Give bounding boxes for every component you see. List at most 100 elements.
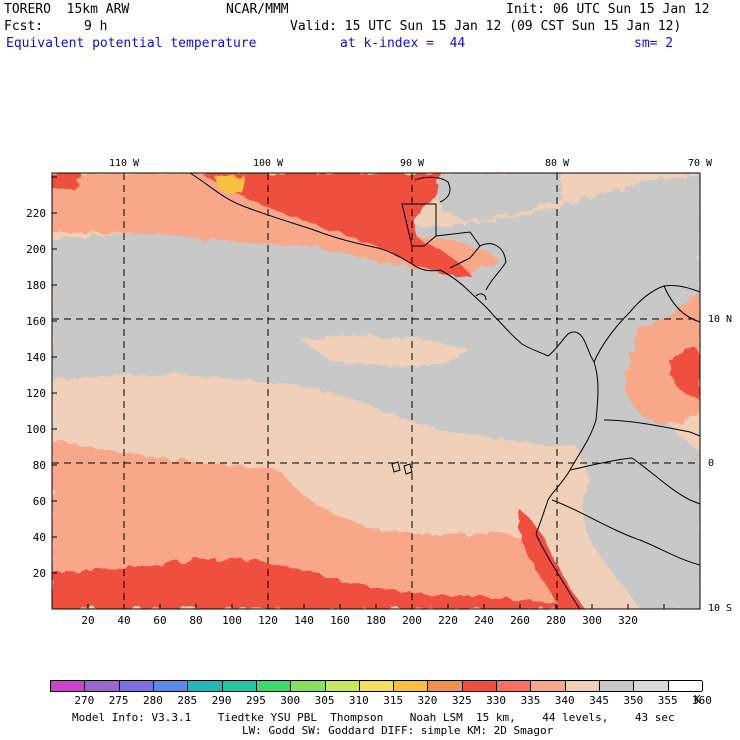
center-name: NCAR/MMM xyxy=(226,2,289,17)
colorbar-label: 285 xyxy=(177,694,198,707)
y-tick-label: 160 xyxy=(26,315,46,328)
x-tick-label: 180 xyxy=(366,614,386,627)
field-region-350 xyxy=(52,296,500,345)
physics-info: LW: Godd SW: Goddard DIFF: simple KM: 2D… xyxy=(242,724,554,737)
field-region-330b xyxy=(518,510,585,609)
axis-ticks xyxy=(52,176,665,609)
x-tick-label: 60 xyxy=(153,614,166,627)
x-tick-label: 200 xyxy=(402,614,422,627)
colorbar-label: 350 xyxy=(623,694,644,707)
x-axis-labels: 20 40 60 80 100 120 140 160 180 200 220 … xyxy=(81,614,638,627)
colorbar-swatch xyxy=(428,681,463,691)
x-tick-label: 300 xyxy=(582,614,602,627)
x-tick-label: 80 xyxy=(189,614,202,627)
lon-label: 70 W xyxy=(688,158,713,169)
lat-label: 10 N xyxy=(708,314,732,325)
lon-label: 110 W xyxy=(109,158,140,169)
y-tick-label: 180 xyxy=(26,279,46,292)
colorbar-swatch xyxy=(153,681,189,691)
colorbar-swatch xyxy=(600,681,635,691)
y-tick-label: 60 xyxy=(33,495,46,508)
colorbar-swatch xyxy=(85,681,120,691)
y-tick-label: 40 xyxy=(33,531,46,544)
lon-label: 80 W xyxy=(545,158,570,169)
x-tick-label: 20 xyxy=(81,614,94,627)
colorbar-swatch xyxy=(325,681,360,691)
y-tick-label: 220 xyxy=(26,207,46,220)
model-info: Model Info: V3.3.1 Tiedtke YSU PBL Thomp… xyxy=(72,711,675,724)
colorbar-swatch xyxy=(497,681,532,691)
colorbar-label: 280 xyxy=(143,694,163,707)
colorbar-swatch xyxy=(256,681,292,691)
model-title: TORERO 15km ARW xyxy=(4,2,130,17)
field-region-345b xyxy=(560,330,700,480)
colorbar-swatch xyxy=(359,681,395,691)
x-tick-label: 260 xyxy=(510,614,530,627)
y-tick-label: 200 xyxy=(26,243,46,256)
lat-labels: 10 N 0 10 S xyxy=(708,314,732,614)
field-region-340a xyxy=(300,335,470,367)
colorbar-swatch xyxy=(119,681,154,691)
field-region-345c xyxy=(440,173,560,222)
colorbar-swatch xyxy=(531,681,566,691)
field-region-330a xyxy=(52,559,560,609)
colorbar-label: 300 xyxy=(280,694,301,707)
colorbar-label: 325 xyxy=(451,694,472,707)
x-tick-label: 320 xyxy=(618,614,638,627)
x-tick-label: 40 xyxy=(117,614,130,627)
colorbar-swatch xyxy=(565,681,601,691)
forecast-hour: 9 h xyxy=(84,19,108,34)
colorbar-label: 355 xyxy=(657,694,678,707)
lat-label: 0 xyxy=(708,458,714,469)
x-tick-label: 240 xyxy=(474,614,494,627)
valid-time: Valid: 15 UTC Sun 15 Jan 12 (09 CST Sun … xyxy=(290,19,682,34)
x-tick-label: 100 xyxy=(222,614,242,627)
forecast-label: Fcst: xyxy=(4,19,44,34)
colorbar-swatch xyxy=(634,681,669,691)
y-tick-label: 20 xyxy=(33,567,46,580)
lat-label: 10 S xyxy=(708,603,732,614)
colorbar-label: 345 xyxy=(589,694,609,707)
colorbar-label: 275 xyxy=(108,694,129,707)
field-region-330c xyxy=(670,349,700,400)
colorbar-swatch xyxy=(222,681,257,691)
colorbar-swatch xyxy=(51,681,86,691)
colorbar-swatch xyxy=(291,681,326,691)
field-region-340b xyxy=(280,470,520,520)
colorbar-label: 335 xyxy=(520,694,541,707)
x-tick-label: 280 xyxy=(546,614,566,627)
colorbar-label: 290 xyxy=(211,694,232,707)
smoothing-info: sm= 2 xyxy=(634,36,674,51)
init-time: Init: 06 UTC Sun 15 Jan 12 xyxy=(506,2,710,17)
level-info: at k-index = 44 xyxy=(340,36,466,51)
y-tick-label: 120 xyxy=(26,387,46,400)
colorbar-label: 330 xyxy=(486,694,507,707)
shaded-field xyxy=(52,173,700,609)
colorbar-label: 295 xyxy=(245,694,266,707)
x-tick-label: 160 xyxy=(330,614,350,627)
x-tick-label: 220 xyxy=(438,614,458,627)
lon-label: 100 W xyxy=(253,158,284,169)
y-tick-label: 140 xyxy=(26,351,46,364)
colorbar-label: 340 xyxy=(554,694,575,707)
field-region-320 xyxy=(215,176,245,192)
lon-labels: 110 W 100 W 90 W 80 W 70 W xyxy=(109,158,713,169)
colorbar-swatch xyxy=(462,681,498,691)
colorbar-label: 360 xyxy=(692,694,712,707)
colorbar-swatch xyxy=(668,681,703,691)
field-region-330e xyxy=(52,173,80,190)
colorbar-unit: K xyxy=(694,693,701,706)
colorbar xyxy=(50,680,703,692)
colorbar-label: 305 xyxy=(314,694,335,707)
colorbar-label: 315 xyxy=(383,694,404,707)
colorbar-swatch xyxy=(188,681,223,691)
x-tick-label: 120 xyxy=(258,614,278,627)
lon-label: 90 W xyxy=(400,158,425,169)
colorbar-swatch xyxy=(394,681,429,691)
colorbar-label: 310 xyxy=(348,694,369,707)
y-tick-label: 80 xyxy=(33,459,46,472)
graticule xyxy=(52,173,700,609)
colorbar-label: 270 xyxy=(74,694,95,707)
y-tick-label: 100 xyxy=(26,423,46,436)
